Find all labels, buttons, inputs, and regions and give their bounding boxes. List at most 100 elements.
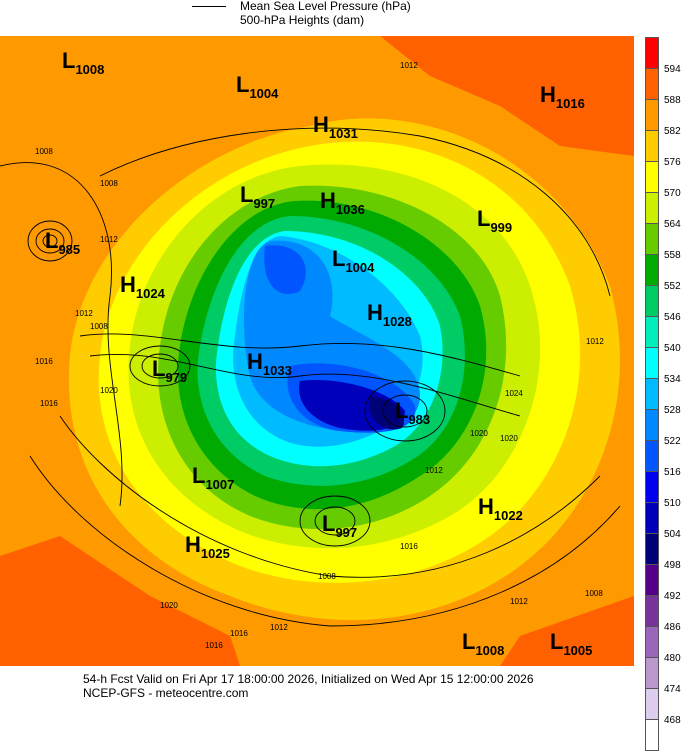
chart-header: Mean Sea Level Pressure (hPa) 500-hPa He…	[192, 0, 492, 36]
legend-label: 486	[664, 622, 681, 633]
legend-swatch: 516	[645, 440, 681, 478]
contour-labels: 1012 1008 1008 1012 1016 1012 1008 1016 1020 1020…	[35, 61, 604, 650]
low-pressure-center: L983	[395, 398, 430, 427]
isobar-label: 1012	[75, 309, 93, 318]
source-credit: NCEP-GFS - meteocentre.com	[83, 686, 249, 700]
legend-label: 516	[664, 467, 681, 478]
low-pressure-center: L1007	[192, 463, 234, 492]
legend-swatch	[645, 719, 659, 751]
isobar-label: 1008	[585, 589, 603, 598]
height-498-area	[369, 396, 405, 430]
legend-label: 522	[664, 436, 681, 447]
isobar-label: 1016	[230, 629, 248, 638]
isobar-label: 1008	[35, 147, 53, 156]
legend-label: 534	[664, 374, 681, 385]
legend-label: 576	[664, 157, 681, 168]
high-pressure-center: H1031	[313, 112, 358, 141]
isobar-label: 1016	[40, 399, 58, 408]
legend-label: 510	[664, 498, 681, 509]
isobar-label: 1020	[500, 434, 518, 443]
high-pressure-center: H1033	[247, 349, 292, 378]
color-legend: 594 588 582 576 570 564 558 552 546 540 534 528 522 5…	[645, 37, 681, 751]
legend-label: 546	[664, 312, 681, 323]
isobar-label: 1020	[100, 386, 118, 395]
low-pressure-center: L1004	[236, 72, 279, 101]
isobar-label: 1016	[400, 542, 418, 551]
legend-swatch: 510	[645, 471, 681, 509]
weather-map: L1008 L1004 H1031 H1016 L997 H1036 L999 L985 L10…	[0, 36, 634, 666]
isobar-label: 1016	[205, 641, 223, 650]
isobar-label: 1008	[100, 179, 118, 188]
height-588-area-se	[500, 596, 634, 666]
legend-label: 564	[664, 219, 681, 230]
legend-label: 540	[664, 343, 681, 354]
forecast-valid-time: 54-h Fcst Valid on Fri Apr 17 18:00:00 2…	[83, 672, 534, 686]
isobar-label: 1012	[270, 623, 288, 632]
pressure-systems: L1008 L1004 H1031 H1016 L997 H1036 L999 L985 L10…	[45, 48, 592, 658]
legend-swatch: 486	[645, 595, 681, 633]
isobar-label: 1012	[425, 466, 443, 475]
low-pressure-center: L1005	[550, 629, 592, 658]
legend-label: 492	[664, 591, 681, 602]
isobar-label: 1012	[400, 61, 418, 70]
legend-swatch: 564	[645, 192, 681, 230]
legend-swatch: 540	[645, 316, 681, 354]
legend-label: 582	[664, 126, 681, 137]
high-pressure-center: H1036	[320, 188, 365, 217]
high-pressure-center: H1022	[478, 494, 523, 523]
low-pressure-center: L999	[477, 206, 512, 235]
legend-swatch: 588	[645, 68, 681, 106]
legend-label: 474	[664, 684, 681, 695]
isobar-label: 1012	[586, 337, 604, 346]
pressure-isobars	[0, 127, 621, 627]
legend-swatch: 546	[645, 285, 681, 323]
legend-swatch: 528	[645, 378, 681, 416]
isobar-label: 1008	[318, 572, 336, 581]
legend-label: 552	[664, 281, 681, 292]
isobar-label: 1012	[510, 597, 528, 606]
subtitle: 500-hPa Heights (dam)	[240, 13, 365, 27]
legend-swatch: 558	[645, 223, 681, 261]
isobar-label: 1020	[470, 429, 488, 438]
isobar-label: 1024	[505, 389, 523, 398]
legend-swatch: 570	[645, 161, 681, 199]
legend-label: 558	[664, 250, 681, 261]
legend-label: 588	[664, 95, 681, 106]
legend-swatch: 582	[645, 99, 681, 137]
low-pressure-center: L1004	[332, 246, 375, 275]
low-pressure-center: L997	[240, 182, 275, 211]
legend-swatch: 594	[645, 37, 681, 75]
legend-swatch: 498	[645, 533, 681, 571]
legend-label: 570	[664, 188, 681, 199]
height-588-area-sw	[0, 536, 240, 666]
high-pressure-center: H1016	[540, 82, 585, 111]
legend-swatch: 534	[645, 347, 681, 385]
legend-swatch: 480	[645, 626, 681, 664]
low-pressure-center: L997	[322, 511, 357, 540]
low-pressure-center: L1008	[462, 629, 504, 658]
legend-swatch: 468	[645, 688, 681, 726]
isobar-label: 1012	[100, 235, 118, 244]
legend-swatch: 552	[645, 254, 681, 292]
isobar-label: 1020	[160, 601, 178, 610]
legend-label: 468	[664, 715, 681, 726]
legend-line-label: Mean Sea Level Pressure (hPa)	[240, 0, 411, 13]
legend-swatch: 492	[645, 564, 681, 602]
high-pressure-center: H1025	[185, 532, 230, 561]
high-pressure-center: H1024	[120, 272, 166, 301]
isobar-label: 1008	[90, 322, 108, 331]
legend-swatch: 522	[645, 409, 681, 447]
footer: 54-h Fcst Valid on Fri Apr 17 18:00:00 2…	[83, 672, 534, 700]
high-pressure-center: H1028	[367, 300, 412, 329]
height-588-area-ne	[380, 36, 634, 156]
legend-label: 498	[664, 560, 681, 571]
legend-swatch: 576	[645, 130, 681, 168]
legend-label: 528	[664, 405, 681, 416]
legend-swatch: 474	[645, 657, 681, 695]
legend-swatch: 504	[645, 502, 681, 540]
low-pressure-center: L1008	[62, 48, 104, 77]
low-pressure-center: L979	[152, 356, 187, 385]
isobar-label: 1016	[35, 357, 53, 366]
low-pressure-center: L985	[45, 228, 80, 257]
legend-label: 480	[664, 653, 681, 664]
